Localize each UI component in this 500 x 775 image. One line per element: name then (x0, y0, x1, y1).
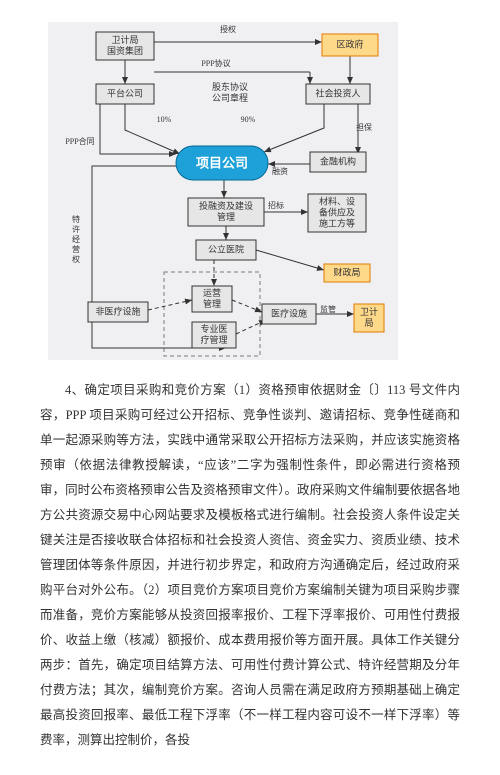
ppp-flowchart: 授权PPP协议10%90%担保融资PPP合同招标特许经营权监管卫计局国资集团区政… (48, 22, 460, 360)
edge-label: 90% (241, 115, 256, 124)
node-label-n_quzf: 区政府 (336, 39, 363, 50)
node-label-n_material: 备供应及 (319, 207, 355, 218)
node-label-n_material: 材料、设 (319, 196, 355, 207)
edge-label: 营 (72, 244, 80, 254)
node-label-n_invest: 投融资及建设 (199, 200, 253, 211)
node-label-n_zhuanye: 专业医 (200, 323, 227, 334)
edge-label: PPP合同 (65, 136, 94, 146)
edge-label: 10% (157, 115, 172, 124)
node-label-n_gudong: 股东协议 (212, 81, 248, 92)
node-label-n_wjj2: 局 (364, 318, 373, 328)
edge-label: 融资 (272, 166, 288, 176)
node-label-n_wjj2: 卫计 (360, 306, 378, 317)
node-label-n_gudong: 公司章程 (212, 92, 248, 103)
edge-label: 经 (72, 234, 80, 244)
node-label-n_czj: 财政局 (333, 267, 360, 278)
node-label-n_med: 医疗设施 (271, 308, 307, 319)
node-label-n_invest: 管理 (217, 211, 235, 222)
edge-label: PPP协议 (201, 58, 230, 68)
body-paragraph: 4、确定项目采购和竞价方案（1）资格预审依据财金〔〕113 号文件内容，PPP … (40, 378, 460, 753)
edge-label: 授权 (220, 24, 236, 34)
node-label-n_nonmed: 非医疗设施 (95, 306, 140, 317)
node-label-n_hospital: 公立医院 (208, 244, 244, 255)
node-label-n_pingtai: 平台公司 (107, 88, 143, 99)
edge-label: 许 (72, 224, 80, 234)
node-label-n_weiji: 国资集团 (107, 45, 143, 56)
node-label-n_material: 施工方等 (319, 218, 355, 229)
edge-label: 监管 (320, 304, 336, 314)
node-label-n_social: 社会投资人 (315, 88, 360, 99)
node-label-n_finance: 金融机构 (320, 156, 356, 167)
node-label-n_weiji: 卫计局 (111, 34, 138, 45)
edge-label: 特 (72, 214, 80, 224)
edge-label: 招标 (268, 200, 284, 210)
edge-label: 担保 (356, 122, 372, 132)
node-label-n_project: 项目公司 (196, 156, 248, 171)
node-label-n_yunying: 运营 (203, 287, 221, 298)
paragraph-text: 4、确定项目采购和竞价方案（1）资格预审依据财金〔〕113 号文件内容，PPP … (40, 383, 460, 747)
node-label-n_zhuanye: 疗管理 (200, 334, 227, 345)
edge-label: 权 (72, 254, 80, 264)
node-label-n_yunying: 管理 (203, 298, 221, 309)
